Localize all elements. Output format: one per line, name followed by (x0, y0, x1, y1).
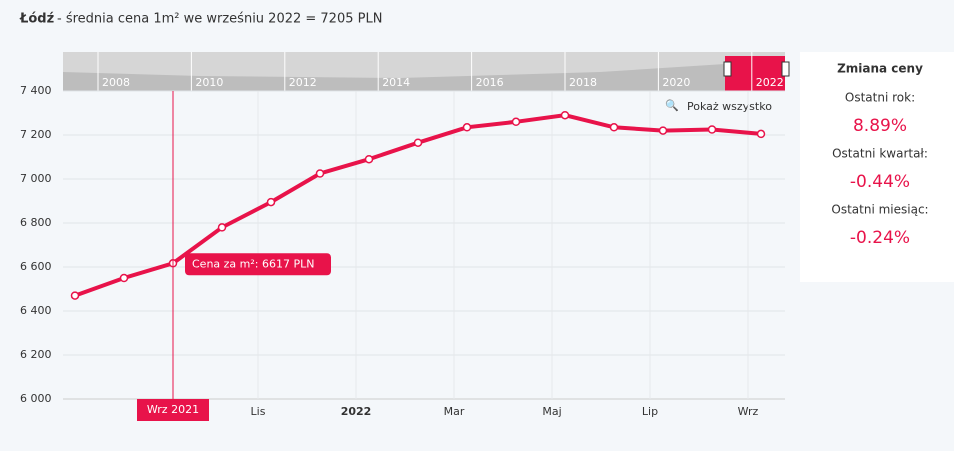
navigator-area (63, 64, 725, 91)
y-tick-label: 7 200 (20, 128, 52, 141)
point (511, 117, 521, 127)
tooltip-name: Cena za m²: (192, 257, 259, 270)
point (364, 154, 374, 164)
y-tick-label: 7 000 (20, 172, 52, 185)
point (413, 138, 423, 147)
tooltip-unit: PLN (294, 257, 315, 270)
point (658, 126, 668, 135)
navigator-label: 2020 (662, 76, 690, 89)
point (609, 123, 619, 132)
tooltip-bg (185, 253, 331, 276)
side-label: Ostatni miesiąc: (831, 203, 928, 217)
y-tick-label: 6 200 (20, 348, 52, 361)
y-tick-label: 6 800 (20, 216, 52, 229)
navigator-label: 2012 (289, 76, 317, 89)
point (560, 110, 570, 120)
tooltip: Cena za m²: 6617 PLN (192, 257, 315, 270)
navigator-label: 2008 (102, 76, 130, 89)
point (756, 129, 766, 139)
side-label: Ostatni kwartał: (832, 147, 928, 161)
x-tick-label: 2022 (341, 405, 372, 418)
x-tick-label: Lis (251, 405, 266, 418)
navigator-label: 2018 (569, 76, 597, 89)
crosshair-label-bg (137, 399, 209, 421)
x-tick-label: Mar (444, 405, 465, 418)
point (266, 197, 276, 207)
navigator-label: 2010 (195, 76, 223, 89)
y-tick-label: 6 600 (20, 260, 52, 273)
point (217, 223, 227, 232)
point (462, 123, 472, 132)
x-tick-label: Maj (542, 405, 561, 418)
navigator-handle[interactable] (781, 61, 790, 77)
chart-title: - średnia cena 1m² we wrześniu 2022 = 72… (57, 12, 382, 27)
tooltip-value: 6617 (262, 257, 290, 270)
side-title: Zmiana ceny (837, 62, 923, 76)
x-tick-label: Lip (642, 405, 658, 418)
side-value: -0.24% (850, 228, 910, 248)
x-tick-label: Wrz (738, 405, 759, 418)
navigator-label: 2016 (476, 76, 504, 89)
point (119, 273, 129, 283)
zoom-icon[interactable]: 🔍 (665, 98, 679, 112)
navigator-handle[interactable] (723, 61, 732, 77)
navigator-selection[interactable] (725, 56, 785, 91)
y-tick-label: 7 400 (20, 84, 52, 97)
point (315, 169, 325, 178)
reset-button[interactable]: Pokaż wszystko (687, 100, 772, 113)
side-value: 8.89% (853, 116, 907, 136)
navigator-label: 2022 (756, 76, 784, 89)
title-city: Łódź (19, 12, 54, 27)
side-value: -0.44% (850, 172, 910, 192)
side-panel (800, 52, 954, 282)
side-label: Ostatni rok: (845, 91, 915, 105)
crosshair-label: Wrz 2021 (147, 403, 199, 416)
y-tick-label: 6 400 (20, 304, 52, 317)
point (707, 125, 717, 134)
point (70, 291, 80, 300)
navigator-label: 2014 (382, 76, 410, 89)
y-tick-label: 6 000 (20, 392, 52, 405)
